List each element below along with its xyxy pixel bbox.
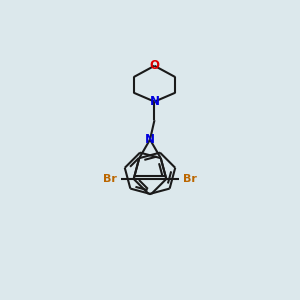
- Text: Br: Br: [183, 174, 196, 184]
- Text: N: N: [149, 95, 160, 108]
- Text: Br: Br: [103, 174, 117, 184]
- Text: N: N: [145, 133, 155, 146]
- Text: O: O: [149, 59, 160, 72]
